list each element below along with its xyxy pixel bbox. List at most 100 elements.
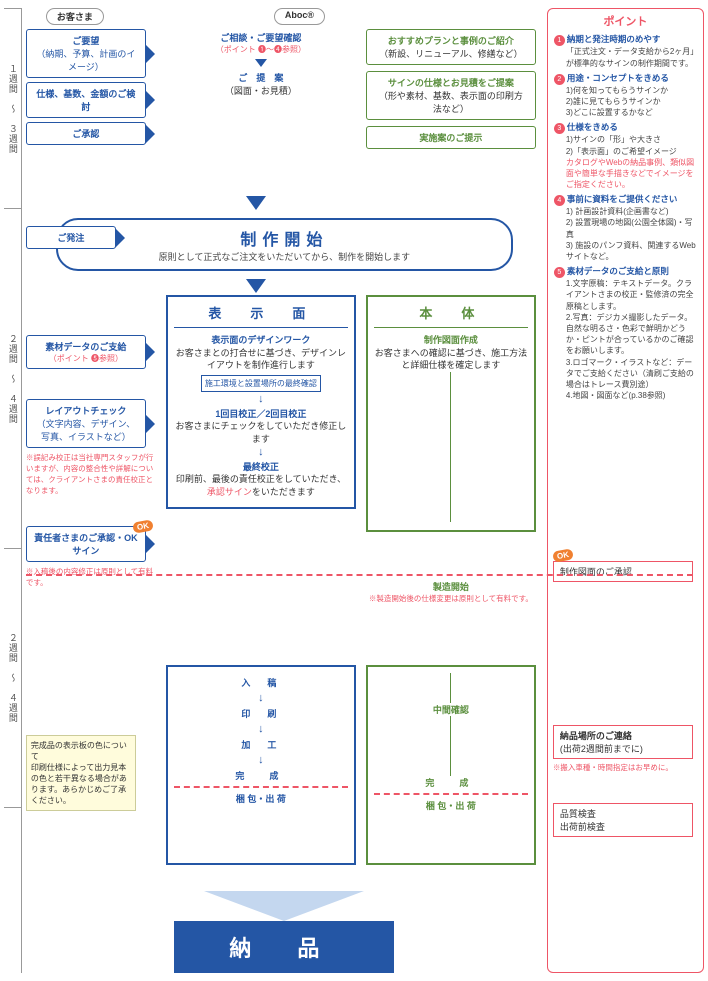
stage: 加 工 (174, 738, 348, 751)
arrow-down-icon (246, 279, 266, 293)
aboc-plan: おすすめプランと事例のご紹介 （新設、リニューアル、修繕など） (366, 29, 536, 65)
label: （文字内容、デザイン、写真、イラストなど） (33, 417, 139, 443)
stage: 中間確認 (374, 703, 528, 716)
label: 最終校正 (174, 461, 348, 474)
body-stages: 中間確認 完 成 梱 包・出 荷 (366, 665, 536, 865)
phase-production: 本 体 制作図面作成 お客さまへの確認に基づき、施工方法と詳細仕様を確定します … (26, 295, 543, 665)
label: 素材データのご支給 (33, 340, 139, 353)
ok-badge: OK (552, 548, 574, 562)
sidebar-title: ポイント (554, 15, 697, 30)
sidebar-item: 2用途・コンセプトをきめる1)何を知ってもらうサインか 2)誰に見てもらうサイン… (554, 73, 697, 119)
phase-finish: 入 稿 ↓ 印 刷 ↓ 加 工 ↓ 完 成 梱 包・出 荷 中間確認 完 成 梱… (26, 665, 543, 885)
label: （新設、リニューアル、修繕など） (375, 47, 527, 60)
aboc-quote: サインの仕様とお見積をご提案 （形や素材、基数、表示面の印刷方法など） (366, 71, 536, 120)
arrow-down-icon: ↓ (174, 445, 348, 460)
vline (450, 673, 451, 703)
vline (450, 716, 451, 776)
label: （形や素材、基数、表示面の印刷方法など） (375, 89, 527, 115)
label: ご要望 (33, 34, 139, 47)
label: (出荷2週間前までに) (560, 742, 686, 755)
label: ご 提 案 (168, 71, 354, 84)
label: （図面・お見積） (168, 84, 354, 97)
label: レイアウトチェック (33, 404, 139, 417)
label: 1回目校正／2回目校正 (174, 408, 348, 421)
arrow-down-icon: ↓ (174, 392, 348, 407)
label: 原則として正式なご注文をいただいてから、制作を開始します (78, 250, 491, 263)
delivery-contact: 納品場所のご連絡 (出荷2週間前までに) (553, 725, 693, 759)
aboc-impl: 実施案のご提示 (366, 126, 536, 149)
panel-title: 本 体 (374, 305, 528, 328)
cust-layout: レイアウトチェック （文字内容、デザイン、写真、イラストなど） (26, 399, 146, 448)
label: 製造開始 (366, 580, 536, 593)
note: ※入稿後の内容修正は原則として有料です。 (26, 566, 156, 588)
proposal: ご 提 案 （図面・お見積） (166, 69, 356, 99)
consult-confirm: ご相談・ご要望確認 （ポイント ❶〜❹参照） (166, 29, 356, 57)
timeline: １週間 〜 ３週間 ２週間 〜 ４週間 ２週間 〜 ４週間 (4, 8, 22, 973)
label: ご相談・ご要望確認 (168, 31, 354, 44)
label: （ポイント ❺参照） (33, 353, 139, 364)
panel-display: 表 示 面 表示面のデザインワーク お客さまとの打合せに基づき、デザインレイアウ… (166, 295, 356, 509)
arrow-down-icon: ↓ (174, 723, 348, 735)
sidebar-item: 1納期と発注時期のめやす「正式注文・データ支給から2ヶ月」が標準的なサインの制作… (554, 34, 697, 68)
sidebar-item: 4事前に資料をご提供ください1) 計画設計資料(企画書など) 2) 設置現場の地… (554, 194, 697, 262)
sidebar-item: 5素材データのご支給と原則1.文字原稿：テキストデータ。クライアントさまの校正・… (554, 266, 697, 401)
label: おすすめプランと事例のご紹介 (375, 34, 527, 47)
label: 仕様、基数、金額のご検討 (33, 87, 139, 113)
approve-drawing: 制作図面のご承認 (553, 561, 693, 582)
sidebar-item: 3仕様をきめる1)サインの「形」や大きさ 2)「表示面」のご希望イメージカタログ… (554, 122, 697, 190)
stage: 梱 包・出 荷 (374, 799, 528, 812)
note: 施工環境と設置場所の最終確認 (201, 375, 321, 392)
display-stages: 入 稿 ↓ 印 刷 ↓ 加 工 ↓ 完 成 梱 包・出 荷 (166, 665, 356, 865)
panel-body: 本 体 制作図面作成 お客さまへの確認に基づき、施工方法と詳細仕様を確定します (366, 295, 536, 532)
header-company: Aboc® (274, 8, 325, 25)
label: ご承認 (33, 127, 139, 140)
note: ※搬入車種・時間指定はお早めに。 (553, 762, 693, 773)
customer-col: 素材データのご支給 （ポイント ❺参照） レイアウトチェック （文字内容、デザイ… (26, 335, 156, 588)
cust-approve: ご承認 (26, 122, 146, 145)
timeline-seg: ２週間 〜 ４週間 (4, 208, 21, 548)
label: 責任者さまのご承認・OKサイン (33, 531, 139, 557)
label: 制作開始 (78, 226, 491, 250)
arrow-down-icon (255, 59, 267, 67)
cust-request: ご要望 （納期、予算、計画のイメージ） (26, 29, 146, 78)
cust-data: 素材データのご支給 （ポイント ❺参照） (26, 335, 146, 369)
main-flow: お客さま Aboc® ご要望 （納期、予算、計画のイメージ） 仕様、基数、金額の… (26, 8, 543, 973)
label: 実施案のご提示 (375, 131, 527, 144)
phase-consult: ご要望 （納期、予算、計画のイメージ） 仕様、基数、金額のご検討 ご承認 ご相談… (26, 29, 543, 194)
label: 承認サイン (207, 487, 252, 497)
final-arrow-icon (204, 891, 364, 921)
label: （納期、予算、計画のイメージ） (33, 47, 139, 73)
dashed-divider (374, 793, 528, 795)
vline (450, 372, 451, 522)
cust-oksign: 責任者さまのご承認・OKサイン OK (26, 526, 146, 562)
panel-title: 表 示 面 (174, 305, 348, 328)
label: お客さまとの打合せに基づき、デザインレイアウトを制作進行します (174, 347, 348, 372)
ok-badge: OK (132, 519, 154, 533)
timeline-seg: １週間 〜 ３週間 (4, 8, 21, 208)
quality-check: 品質検査 出荷前検査 (553, 803, 693, 837)
stage: 完 成 (174, 769, 348, 782)
delivery-box: 納 品 (174, 921, 394, 973)
label: 印刷前、最後の責任校正をしていただき、 (176, 474, 346, 484)
label: をいただきます (252, 487, 315, 497)
stage: 入 稿 (174, 676, 348, 689)
stage: 梱 包・出 荷 (174, 792, 348, 805)
label: ご発注 (33, 231, 109, 244)
dashed-divider (26, 574, 693, 576)
cust-spec: 仕様、基数、金額のご検討 (26, 82, 146, 118)
label: 表示面のデザインワーク (174, 334, 348, 347)
timeline-seg: ２週間 〜 ４週間 (4, 548, 21, 808)
note: ※誤記み校正は当社専門スタッフが行いますが、内容の整合性や詳解については、クライ… (26, 452, 156, 496)
cust-order: ご発注 (26, 226, 116, 249)
arrow-down-icon: ↓ (174, 692, 348, 704)
header-customer: お客さま (46, 8, 104, 25)
label: サインの仕様とお見積をご提案 (375, 76, 527, 89)
stage: 印 刷 (174, 707, 348, 720)
note: ※製造開始後の仕様変更は原則として有料です。 (366, 593, 536, 604)
label: 制作図面作成 (374, 334, 528, 347)
label: お客さまにチェックをしていただき修正します (174, 420, 348, 445)
dashed-divider (174, 786, 348, 788)
stage: 完 成 (374, 776, 528, 789)
label: 納品場所のご連絡 (560, 729, 686, 742)
arrow-down-icon: ↓ (174, 754, 348, 766)
